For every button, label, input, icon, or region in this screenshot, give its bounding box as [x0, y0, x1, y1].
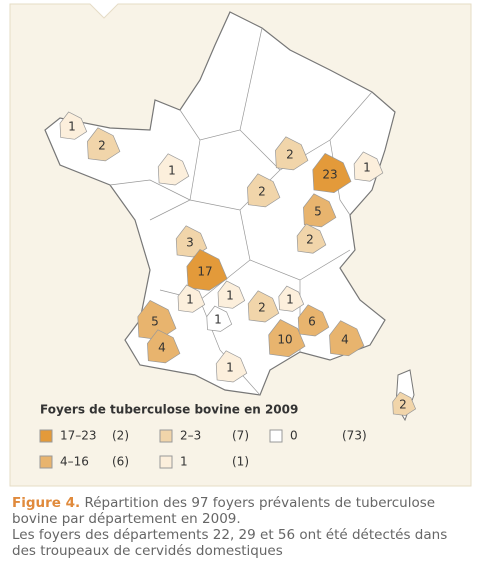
department	[247, 290, 280, 323]
department-label: 1	[226, 289, 234, 303]
legend-count: (6)	[112, 455, 129, 469]
department-label: 1	[68, 120, 76, 134]
department-label: 1	[363, 161, 371, 175]
department	[297, 304, 330, 337]
department	[268, 319, 306, 358]
department-label: 10	[277, 333, 292, 347]
department-label: 5	[151, 315, 159, 329]
france-outline	[44, 11, 396, 396]
department	[296, 223, 327, 254]
department-label: 2	[98, 139, 106, 153]
department-label: 4	[158, 341, 166, 355]
department	[329, 320, 365, 357]
department	[147, 329, 181, 364]
department	[217, 280, 246, 309]
legend-count: (2)	[112, 429, 129, 443]
legend-count: (1)	[232, 455, 249, 469]
department-label: 4	[341, 333, 349, 347]
legend-range: 1	[180, 455, 188, 469]
department-label: 1	[168, 164, 176, 178]
department-label: 2	[258, 301, 266, 315]
department-label: 1	[286, 293, 294, 307]
department-label: 2	[306, 233, 314, 247]
department	[353, 151, 384, 182]
department	[392, 391, 417, 416]
department	[177, 284, 206, 313]
legend-title: Foyers de tuberculose bovine en 2009	[40, 403, 298, 417]
department	[87, 127, 121, 162]
caption-text: Répartition des 97 foyers prévalents de …	[12, 495, 436, 527]
department	[275, 136, 309, 171]
department	[175, 225, 208, 258]
legend-count: (73)	[342, 429, 367, 443]
department-label: 1	[186, 293, 194, 307]
department-label: 23	[322, 168, 337, 182]
legend-range: 17–23	[60, 429, 97, 443]
department	[186, 249, 228, 291]
legend-swatch	[39, 429, 53, 443]
department-label: 3	[186, 236, 194, 250]
department-label: 2	[286, 148, 294, 162]
department	[215, 350, 248, 383]
legend-range: 0	[290, 429, 298, 443]
department-label: 6	[308, 315, 316, 329]
legend-range: 4–16	[60, 455, 89, 469]
legend-swatch	[39, 455, 53, 469]
department	[303, 193, 337, 228]
department	[59, 111, 88, 140]
department	[247, 173, 281, 208]
department-label: 2	[258, 185, 266, 199]
department-label: 5	[314, 205, 322, 219]
department	[312, 153, 352, 193]
department	[206, 305, 233, 332]
department-label: 17	[197, 265, 212, 279]
caption-note: Les foyers des départements 22, 29 et 56…	[12, 527, 448, 559]
department	[157, 153, 190, 186]
legend-swatch	[159, 455, 173, 469]
legend-count: (7)	[232, 429, 249, 443]
legend-swatch	[159, 429, 173, 443]
department	[278, 285, 305, 312]
caption: Figure 4. Répartition des 97 foyers prév…	[12, 495, 462, 559]
department-label: 1	[226, 361, 234, 375]
department-label: 2	[399, 398, 407, 412]
legend-swatch	[269, 429, 283, 443]
department-label: 1	[214, 313, 222, 327]
figure-number: Figure 4.	[12, 495, 81, 511]
legend-range: 2–3	[180, 429, 201, 443]
